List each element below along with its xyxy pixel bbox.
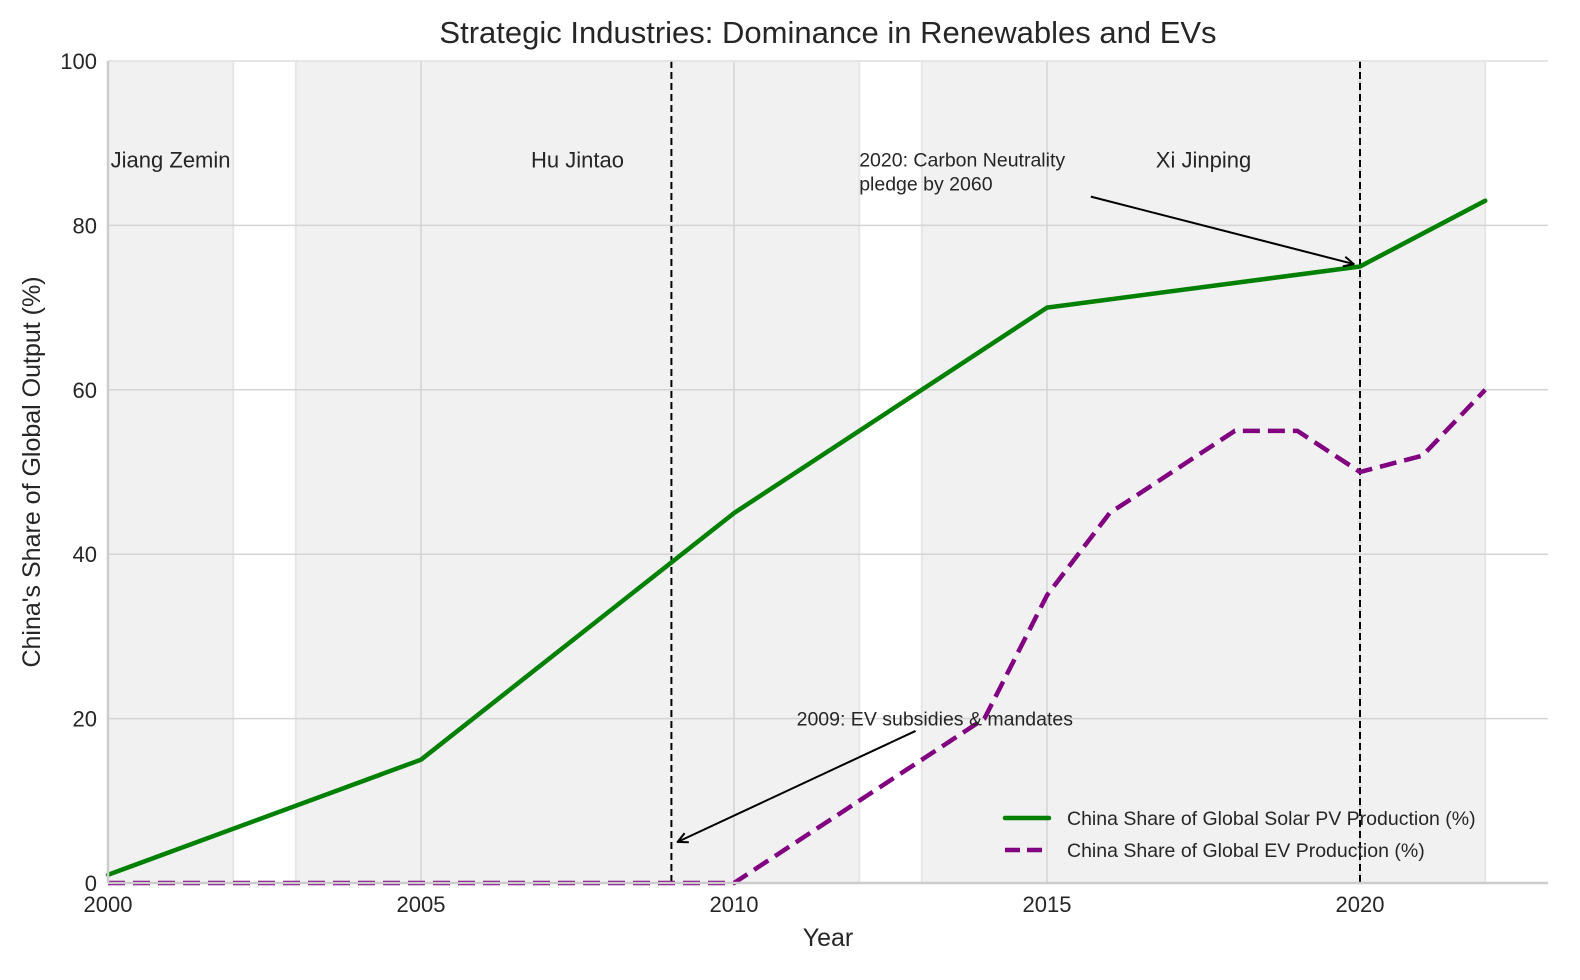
x-tick-label: 2015 [1023, 892, 1072, 917]
annotation-text: pledge by 2060 [859, 174, 993, 196]
annotation-text: 2020: Carbon Neutrality [859, 150, 1065, 172]
plot-area: Jiang Zemin Hu Jintao Xi Jinping 2009: EV … [105, 60, 1548, 886]
x-tick-labels: 2000 2005 2010 2015 2020 [84, 892, 1385, 917]
chart-title: Strategic Industries: Dominance in Renew… [439, 15, 1216, 50]
y-tick-label: 100 [60, 49, 97, 74]
x-tick-label: 2010 [710, 892, 759, 917]
x-tick-label: 2000 [84, 892, 133, 917]
y-tick-label: 60 [73, 378, 97, 403]
era-labels: Jiang Zemin Hu Jintao Xi Jinping [111, 148, 1252, 173]
era-band-2 [921, 61, 1486, 883]
y-tick-labels: 0 20 40 60 80 100 [60, 49, 97, 896]
y-tick-label: 80 [73, 213, 97, 238]
y-axis-label: China's Share of Global Output (%) [18, 276, 46, 667]
era-label: Hu Jintao [531, 148, 624, 173]
y-tick-label: 20 [73, 707, 97, 732]
annotation-text: 2009: EV subsidies & mandates [797, 709, 1074, 731]
series-line-solar-pv [105, 198, 1488, 878]
era-label: Xi Jinping [1156, 148, 1251, 173]
annotation-0: 2009: EV subsidies & mandates [678, 709, 1074, 842]
legend-label-1: China Share of Global EV Production (%) [1067, 840, 1425, 862]
era-label: Jiang Zemin [111, 148, 231, 173]
era-band-0 [108, 61, 234, 883]
x-tick-label: 2020 [1336, 892, 1385, 917]
era-bands [107, 61, 1548, 883]
x-axis-label: Year [803, 924, 854, 952]
legend: China Share of Global Solar PV Productio… [1002, 808, 1476, 862]
annotation-arrow [1090, 195, 1354, 264]
x-tick-label: 2005 [397, 892, 446, 917]
era-band-1 [295, 61, 860, 883]
legend-label-0: China Share of Global Solar PV Productio… [1067, 808, 1476, 830]
y-tick-label: 0 [85, 871, 97, 896]
annotation-arrow [678, 730, 916, 842]
annotations: 2009: EV subsidies & mandates 2020: Carbo… [678, 150, 1354, 842]
axes [106, 60, 1548, 885]
y-tick-label: 40 [73, 542, 97, 567]
